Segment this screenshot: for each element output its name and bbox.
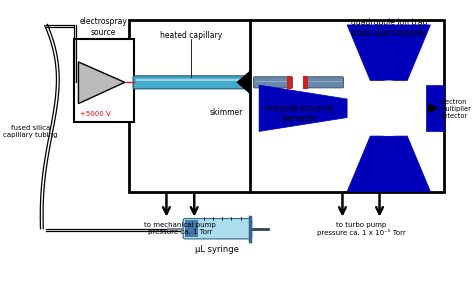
Polygon shape (237, 71, 250, 94)
Bar (129, 20, 444, 192)
Bar (287, 76, 292, 89)
Bar (185, 220, 198, 237)
Ellipse shape (361, 80, 417, 136)
Text: heated capillary: heated capillary (160, 31, 223, 40)
FancyBboxPatch shape (183, 219, 252, 239)
Text: to turbo pump
pressure ca. 1 x 10⁻⁵ Torr: to turbo pump pressure ca. 1 x 10⁻⁵ Torr (317, 222, 405, 237)
Polygon shape (347, 136, 430, 192)
Polygon shape (428, 104, 438, 113)
Bar (302, 76, 308, 89)
Text: octopole focusing
elements: octopole focusing elements (265, 104, 333, 123)
Text: fused silica
capillary tubing: fused silica capillary tubing (3, 125, 57, 138)
FancyBboxPatch shape (254, 77, 292, 88)
Text: quadrupole ion trap
mass spectrometer: quadrupole ion trap mass spectrometer (351, 19, 427, 38)
FancyBboxPatch shape (304, 77, 343, 88)
Text: electrospray
source: electrospray source (80, 17, 128, 37)
Polygon shape (426, 85, 444, 132)
Text: electron
multiplier
detector: electron multiplier detector (440, 99, 472, 119)
FancyBboxPatch shape (133, 76, 246, 89)
Polygon shape (347, 25, 430, 80)
Polygon shape (78, 62, 125, 104)
Text: +5000 V: +5000 V (80, 111, 111, 117)
Text: skimmer: skimmer (210, 108, 243, 117)
Text: to mechanical pump
pressure ca. 1 Torr: to mechanical pump pressure ca. 1 Torr (145, 222, 216, 235)
Polygon shape (259, 85, 347, 132)
Bar (74, 39, 134, 122)
Text: μL syringe: μL syringe (195, 245, 239, 254)
